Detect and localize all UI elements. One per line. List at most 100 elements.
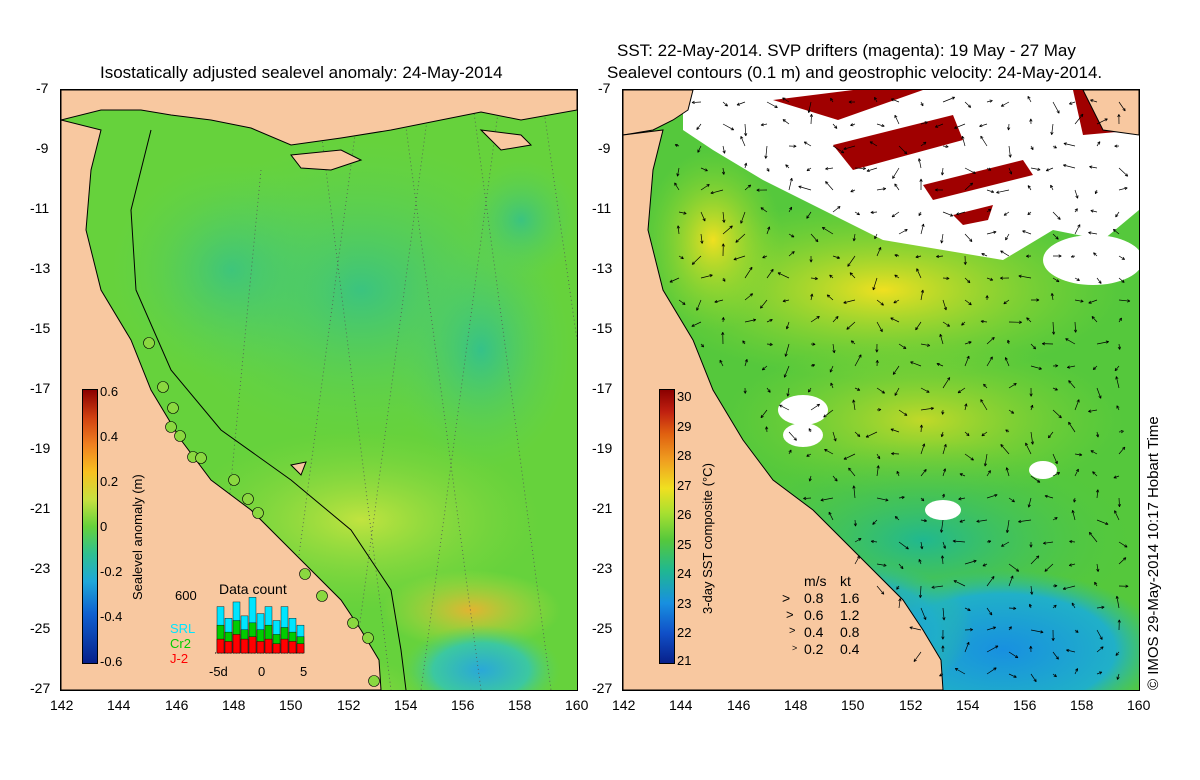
velocity-vector [1052,453,1058,465]
velocity-vector [942,541,946,549]
lon-tick: 160 [565,697,589,713]
velocity-vector [870,210,878,214]
velocity-vector [1068,380,1076,389]
lon-tick: 142 [612,697,636,713]
legend-header-kt: kt [840,573,851,589]
velocity-vector [798,185,812,191]
colorbar-tick: 29 [677,419,692,434]
velocity-vector [1005,519,1010,533]
colorbar-tick: 0.6 [100,384,119,399]
colorbar-tick: 0.2 [100,474,119,489]
velocity-vector [722,123,735,131]
velocity-vector [918,559,922,565]
velocity-vector [1008,382,1017,389]
legend-arrow-icon: > [786,607,794,622]
colorbar-tick: 30 [677,389,692,404]
velocity-vector [980,399,988,411]
velocity-vector [934,188,944,192]
velocity-vector [766,387,771,393]
velocity-vector [783,365,790,378]
velocity-vector [1042,342,1054,346]
velocity-vector [920,343,931,347]
velocity-vector [1030,298,1040,302]
velocity-vector [1073,497,1077,503]
lat-tick: -17 [30,380,51,396]
velocity-vector [1074,224,1081,235]
velocity-vector [942,443,947,455]
velocity-vector [941,409,945,415]
velocity-vector [986,189,995,194]
colorbar-tick: -0.4 [100,609,123,624]
velocity-vector [940,431,944,438]
right-panel-title-line2: Sealevel contours (0.1 m) and geostrophi… [607,63,1103,82]
velocity-vector [964,182,974,191]
velocity-vector [766,167,770,172]
velocity-vector [941,493,945,499]
australia-land [623,129,944,690]
velocity-vector [1092,471,1098,477]
velocity-vector [920,468,927,477]
velocity-vector [1118,317,1122,323]
legend-header-ms: m/s [804,573,827,589]
velocity-vector [920,541,924,550]
velocity-vector [808,387,812,393]
velocity-vector [957,387,966,394]
velocity-vector [986,336,995,345]
velocity-vector [1008,626,1012,631]
velocity-vector [721,317,725,323]
velocity-vector [1090,450,1098,455]
velocity-vector [762,255,768,259]
velocity-vector [854,211,860,216]
velocity-vector [1008,167,1013,175]
velocity-vector [722,101,728,107]
velocity-vector [1074,399,1080,411]
velocity-vector [764,145,768,159]
velocity-vector [1004,357,1010,367]
velocity-vector [852,233,856,242]
velocity-vector [843,299,856,304]
velocity-vector [1069,540,1076,544]
velocity-vector [1026,254,1032,258]
velocity-vector [870,539,878,544]
velocity-vector [1117,497,1121,508]
velocity-vector [848,467,856,477]
count-bar-j2 [296,643,305,654]
velocity-vector [760,409,768,419]
velocity-vector [964,101,972,108]
velocity-vector [1030,365,1042,370]
velocity-vector [986,230,997,235]
colorbar-tick: 21 [677,653,692,668]
velocity-vector [891,211,900,218]
legend-kt: 0.4 [840,641,860,657]
velocity-vector [898,229,908,235]
velocity-vector [1018,274,1032,279]
velocity-vector [1068,421,1076,433]
velocity-vector [964,277,971,284]
velocity-vector [744,318,757,323]
velocity-vector [852,485,856,499]
velocity-vector [996,189,1010,194]
lat-tick: -7 [36,80,49,96]
velocity-vector [1005,429,1010,433]
velocity-vector [743,387,747,394]
velocity-vector [846,321,856,330]
lat-tick: -15 [30,320,51,336]
velocity-vector [1001,541,1010,547]
velocity-vector [850,189,856,193]
velocity-vector [1052,387,1058,391]
velocity-vector [1052,254,1062,258]
velocity-vector [674,182,680,191]
velocity-vector [1118,299,1131,303]
velocity-vector [678,211,687,215]
velocity-vector [808,428,812,433]
velocity-vector [869,141,878,147]
velocity-vector [953,580,966,587]
velocity-vector [1117,343,1121,350]
velocity-vector [1071,602,1076,609]
velocity-vector [700,211,706,222]
velocity-vector [810,276,818,281]
velocity-vector [1092,365,1098,371]
velocity-vector [1008,409,1015,414]
velocity-vector [1030,475,1041,483]
velocity-vector [678,299,686,305]
